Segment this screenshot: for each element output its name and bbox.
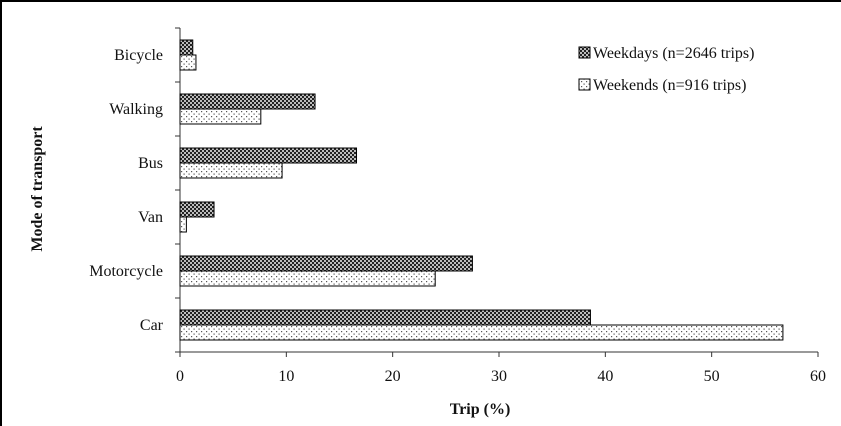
legend-swatch-weekdays (578, 46, 591, 59)
x-axis-ticks: 0 10 20 30 40 50 60 (176, 352, 826, 385)
bar-weekends (179, 270, 436, 287)
x-tick-label: 20 (385, 368, 401, 385)
category-label: Bus (138, 155, 163, 172)
bar-weekdays (179, 201, 215, 218)
bar-weekdays (179, 39, 194, 56)
legend: Weekdays (n=2646 trips) Weekends (n=916 … (578, 45, 754, 94)
x-axis-title: Trip (%) (450, 401, 511, 418)
bar-weekends (179, 108, 262, 125)
category-labels: Bicycle Walking Bus Van Motorcycle Car (89, 47, 163, 334)
y-axis-title: Mode of transport (29, 126, 46, 252)
bar-weekends (179, 162, 283, 179)
bar-weekdays (179, 255, 473, 272)
legend-swatch-weekends (578, 78, 591, 91)
x-tick-label: 30 (491, 368, 507, 385)
x-tick-label: 0 (176, 368, 184, 385)
bar-weekdays (179, 93, 316, 110)
bar-weekends (179, 324, 784, 341)
x-tick-label: 50 (704, 368, 720, 385)
x-tick-label: 40 (597, 368, 613, 385)
bars-group (179, 39, 784, 341)
category-label: Motorcycle (89, 263, 163, 280)
bar-weekdays (179, 147, 358, 164)
bar-weekends (179, 54, 197, 71)
bar-weekdays (179, 309, 591, 326)
bar-weekends (179, 216, 187, 233)
x-tick-label: 60 (810, 368, 826, 385)
x-tick-label: 10 (278, 368, 294, 385)
legend-label-weekends: Weekends (n=916 trips) (593, 77, 746, 94)
category-label: Car (140, 317, 164, 334)
category-label: Van (138, 209, 163, 226)
category-label: Walking (109, 101, 163, 118)
category-label: Bicycle (114, 47, 163, 64)
legend-label-weekdays: Weekdays (n=2646 trips) (593, 45, 754, 62)
y-axis-ticks (175, 27, 180, 353)
